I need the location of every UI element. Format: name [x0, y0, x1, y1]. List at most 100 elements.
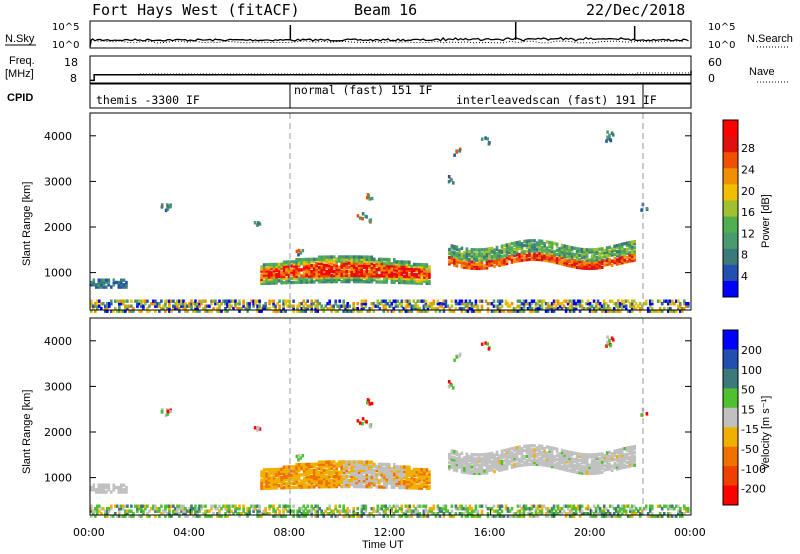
echo-cell	[340, 480, 343, 485]
echo-cell	[310, 481, 313, 485]
echo-cell	[673, 514, 676, 518]
echo-cell	[463, 255, 466, 259]
echo-cell	[610, 464, 614, 468]
echo-cell	[327, 275, 331, 280]
echo-cell	[520, 248, 524, 252]
echo-cell	[418, 307, 422, 311]
echo-cell	[320, 304, 323, 308]
echo-cell	[458, 299, 462, 303]
echo-cell	[530, 239, 534, 243]
echo-cell	[360, 504, 364, 508]
echo-cell	[304, 512, 307, 516]
echo-cell	[385, 479, 389, 483]
echo-cell	[483, 249, 486, 254]
echo-cell	[287, 477, 291, 481]
echo-cell	[572, 507, 576, 511]
echo-cell	[480, 471, 484, 475]
echo-cell	[464, 507, 468, 511]
echo-cell	[142, 509, 145, 513]
echo-cell	[154, 299, 157, 303]
echo-cell	[620, 254, 624, 259]
echo-cell	[305, 485, 308, 489]
echo-cell	[455, 452, 459, 456]
echo-cell	[605, 139, 608, 143]
echo-cell	[573, 470, 576, 474]
echo-cell	[620, 302, 624, 306]
echo-cell	[384, 507, 388, 511]
echo-cell	[357, 466, 361, 470]
echo-cell	[344, 307, 347, 311]
echo-cell	[608, 456, 611, 461]
echo-cell	[554, 509, 558, 513]
echo-cell	[550, 446, 554, 450]
echo-cell	[270, 277, 273, 281]
echo-cell	[596, 307, 600, 311]
echo-cell	[478, 463, 481, 467]
echo-cell	[528, 247, 531, 251]
echo-cell	[540, 241, 544, 245]
echo-cell	[355, 269, 358, 274]
echo-cell	[673, 507, 676, 511]
echo-cell	[508, 514, 512, 518]
echo-cell	[312, 259, 316, 264]
echo-cell	[162, 307, 165, 311]
echo-cell	[360, 476, 363, 481]
echo-cell	[540, 258, 544, 262]
echo-cell	[593, 463, 596, 467]
echo-cell	[625, 249, 629, 253]
echo-cell	[600, 452, 604, 456]
echo-cell	[545, 254, 549, 259]
echo-cell	[302, 464, 306, 469]
echo-cell	[463, 251, 466, 255]
echo-cell	[514, 512, 518, 516]
echo-cell	[615, 243, 619, 248]
echo-cell	[305, 483, 308, 487]
echo-cell	[180, 304, 183, 308]
echo-cell	[603, 464, 606, 468]
echo-cell	[302, 469, 306, 473]
echo-cell	[204, 514, 207, 518]
echo-cell	[600, 454, 604, 458]
echo-cell	[405, 276, 409, 281]
echo-cell	[226, 304, 229, 308]
echo-cell	[615, 463, 619, 467]
echo-cell	[347, 277, 351, 282]
echo-cell	[342, 304, 345, 308]
echo-cell	[515, 257, 519, 261]
echo-cell	[186, 309, 189, 313]
echo-cell	[345, 462, 348, 466]
echo-cell	[94, 509, 97, 513]
echo-cell	[633, 252, 636, 256]
echo-cell	[335, 269, 338, 274]
echo-cell	[483, 457, 486, 461]
echo-cell	[560, 247, 564, 252]
echo-cell	[438, 304, 442, 308]
echo-cell	[428, 269, 431, 273]
echo-cell	[216, 309, 219, 313]
echo-cell	[470, 304, 474, 308]
echo-cell	[352, 275, 356, 280]
echo-cell	[556, 512, 560, 516]
echo-cell	[338, 512, 341, 516]
echo-cell	[164, 413, 168, 418]
echo-cell	[410, 266, 414, 271]
echo-cell	[560, 507, 564, 511]
echo-cell	[315, 481, 318, 485]
echo-cell	[600, 509, 604, 513]
power-ylabel: Slant Range [km]	[21, 182, 33, 266]
echo-cell	[122, 507, 125, 511]
echo-cell	[608, 251, 611, 256]
echo-cell	[586, 512, 590, 516]
echo-cell	[462, 302, 466, 306]
echo-cell	[658, 504, 662, 508]
echo-cell	[515, 253, 519, 257]
echo-cell	[600, 456, 604, 460]
echo-cell	[488, 253, 491, 257]
echo-cell	[347, 257, 351, 261]
echo-cell	[594, 309, 598, 313]
echo-cell	[368, 269, 371, 274]
echo-cell	[490, 302, 494, 306]
echo-cell	[372, 509, 376, 513]
echo-cell	[520, 463, 524, 467]
echo-cell	[598, 251, 601, 256]
